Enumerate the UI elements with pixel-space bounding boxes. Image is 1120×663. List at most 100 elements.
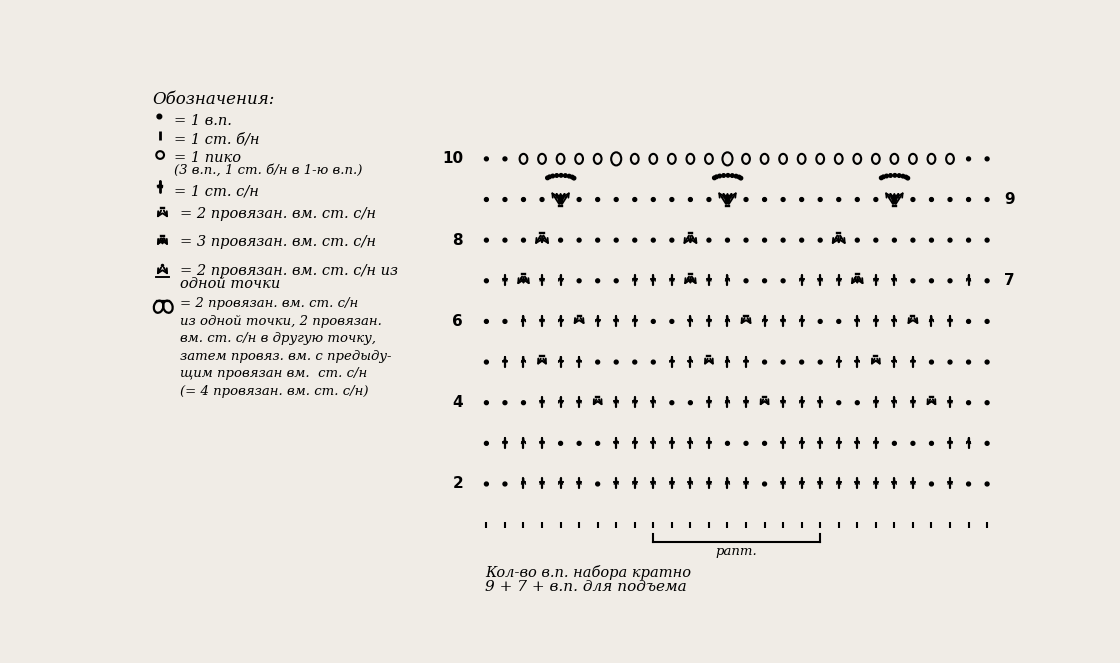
Circle shape <box>986 157 989 161</box>
Circle shape <box>735 174 738 178</box>
Circle shape <box>652 320 655 324</box>
Circle shape <box>744 198 748 202</box>
Circle shape <box>559 174 563 177</box>
Circle shape <box>485 400 488 404</box>
Circle shape <box>577 198 581 202</box>
Text: рапт.: рапт. <box>716 544 757 558</box>
Circle shape <box>967 400 971 404</box>
Circle shape <box>707 238 711 242</box>
Circle shape <box>596 442 599 446</box>
Circle shape <box>906 176 909 180</box>
Circle shape <box>744 238 748 242</box>
Circle shape <box>930 279 933 282</box>
Circle shape <box>837 198 841 202</box>
Circle shape <box>689 400 692 404</box>
Circle shape <box>893 174 897 177</box>
Circle shape <box>503 320 507 324</box>
Circle shape <box>726 174 730 177</box>
Circle shape <box>930 442 933 446</box>
Circle shape <box>559 442 562 446</box>
Circle shape <box>503 482 507 486</box>
Circle shape <box>485 238 488 242</box>
Circle shape <box>967 157 971 161</box>
Circle shape <box>485 482 488 486</box>
Circle shape <box>856 198 859 202</box>
Circle shape <box>874 238 878 242</box>
Circle shape <box>563 174 567 177</box>
Circle shape <box>522 238 525 242</box>
Circle shape <box>559 238 562 242</box>
Circle shape <box>652 238 655 242</box>
Text: 9: 9 <box>1005 192 1015 207</box>
Circle shape <box>930 198 933 202</box>
Circle shape <box>911 198 915 202</box>
Circle shape <box>986 442 989 446</box>
Circle shape <box>614 198 618 202</box>
Circle shape <box>726 198 729 202</box>
Circle shape <box>570 175 573 179</box>
Circle shape <box>712 176 716 180</box>
Circle shape <box>819 360 822 364</box>
Circle shape <box>948 360 952 364</box>
Circle shape <box>948 279 952 282</box>
Circle shape <box>485 320 488 324</box>
Circle shape <box>614 360 618 364</box>
Circle shape <box>652 198 655 202</box>
Circle shape <box>986 400 989 404</box>
Text: = 1 в.п.: = 1 в.п. <box>174 114 232 128</box>
Circle shape <box>726 238 729 242</box>
Circle shape <box>904 175 907 179</box>
Text: Обозначения:: Обозначения: <box>152 91 274 108</box>
Circle shape <box>781 279 785 282</box>
Circle shape <box>485 279 488 282</box>
Circle shape <box>652 360 655 364</box>
Circle shape <box>707 198 711 202</box>
Circle shape <box>545 176 549 180</box>
Circle shape <box>485 157 488 161</box>
Circle shape <box>670 400 674 404</box>
Circle shape <box>781 238 785 242</box>
Circle shape <box>722 174 726 177</box>
Circle shape <box>881 175 885 178</box>
Circle shape <box>781 360 785 364</box>
Circle shape <box>902 174 905 178</box>
Circle shape <box>986 238 989 242</box>
Circle shape <box>967 482 971 486</box>
Text: Кол-во в.п. набора кратно: Кол-во в.п. набора кратно <box>485 565 691 579</box>
Text: 7: 7 <box>1005 273 1015 288</box>
Circle shape <box>503 400 507 404</box>
Text: = 2 провязан. вм. ст. с/н
из одной точки, 2 провязан.
вм. ст. с/н в другую точку: = 2 провязан. вм. ст. с/н из одной точки… <box>179 298 391 398</box>
Circle shape <box>967 320 971 324</box>
Circle shape <box>986 320 989 324</box>
Circle shape <box>739 176 743 180</box>
Circle shape <box>874 198 878 202</box>
Circle shape <box>819 238 822 242</box>
Circle shape <box>893 238 896 242</box>
Circle shape <box>967 360 971 364</box>
Circle shape <box>911 279 915 282</box>
Circle shape <box>633 360 636 364</box>
Circle shape <box>948 198 952 202</box>
Circle shape <box>596 482 599 486</box>
Circle shape <box>633 198 636 202</box>
Circle shape <box>568 174 571 178</box>
Text: (3 в.п., 1 ст. б/н в 1-ю в.п.): (3 в.п., 1 ст. б/н в 1-ю в.п.) <box>174 164 363 177</box>
Circle shape <box>986 360 989 364</box>
Circle shape <box>763 482 766 486</box>
Circle shape <box>800 198 803 202</box>
Circle shape <box>551 174 554 178</box>
Circle shape <box>819 320 822 324</box>
Circle shape <box>893 198 896 202</box>
Circle shape <box>596 198 599 202</box>
Circle shape <box>893 442 896 446</box>
Circle shape <box>633 238 636 242</box>
Circle shape <box>967 238 971 242</box>
Circle shape <box>559 198 562 202</box>
Circle shape <box>763 360 766 364</box>
Circle shape <box>157 114 161 119</box>
Circle shape <box>856 400 859 404</box>
Circle shape <box>986 482 989 486</box>
Circle shape <box>763 238 766 242</box>
Circle shape <box>763 279 766 282</box>
Text: 10: 10 <box>442 151 464 166</box>
